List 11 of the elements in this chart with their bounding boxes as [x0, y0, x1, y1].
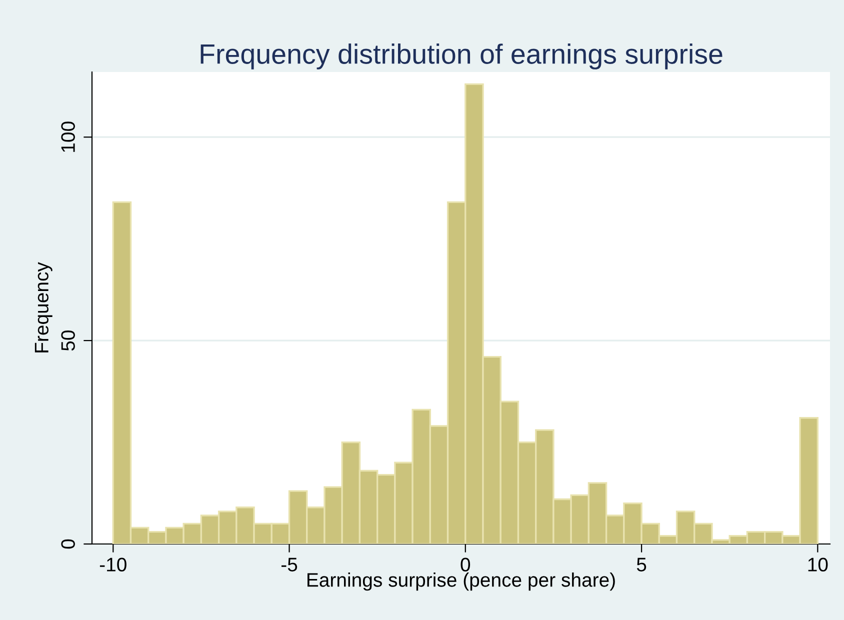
x-tick-label: 10 — [808, 558, 828, 572]
x-tick-label: 0 — [460, 558, 470, 572]
x-tick-label: 5 — [636, 558, 646, 572]
y-axis-title: Frequency — [34, 262, 52, 352]
chart-title: Frequency distribution of earnings surprise — [200, 44, 722, 70]
x-tick-label: -5 — [281, 558, 298, 572]
x-tick-label: -10 — [100, 558, 126, 572]
y-tick-label: 50 — [61, 330, 75, 351]
y-tick-label: 100 — [61, 122, 75, 152]
y-tick-label: 0 — [61, 539, 75, 549]
x-axis-title: Earnings surprise (pence per share) — [308, 572, 615, 591]
